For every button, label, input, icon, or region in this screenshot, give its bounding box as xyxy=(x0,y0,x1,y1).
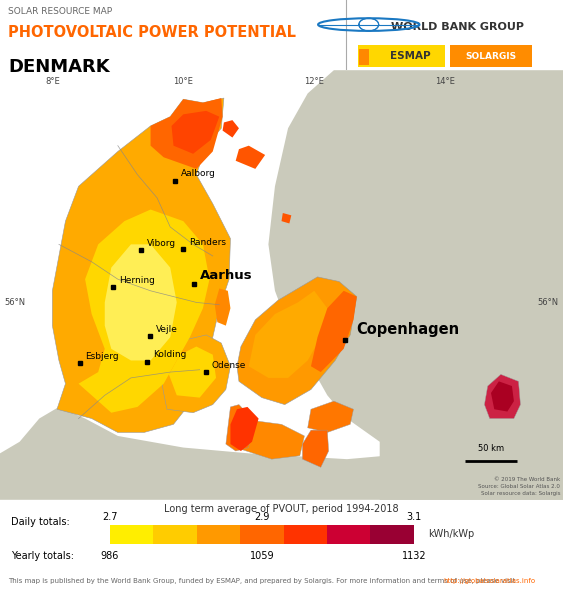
Text: 10°E: 10°E xyxy=(173,77,193,86)
Text: Kolding: Kolding xyxy=(153,350,186,359)
Text: Yearly totals:: Yearly totals: xyxy=(11,551,74,561)
Text: 8°E: 8°E xyxy=(45,77,60,86)
Text: 12°E: 12°E xyxy=(304,77,324,86)
Text: WORLD BANK GROUP: WORLD BANK GROUP xyxy=(391,22,524,32)
Polygon shape xyxy=(236,421,305,459)
Bar xyxy=(359,49,369,65)
Text: 986: 986 xyxy=(101,551,119,561)
Text: Odense: Odense xyxy=(212,361,246,370)
Text: 3.1: 3.1 xyxy=(406,512,422,522)
Text: 1059: 1059 xyxy=(249,551,274,561)
Polygon shape xyxy=(172,111,220,154)
Text: Esbjerg: Esbjerg xyxy=(86,352,119,361)
Text: 2.7: 2.7 xyxy=(102,512,118,522)
FancyBboxPatch shape xyxy=(358,45,445,67)
Polygon shape xyxy=(236,146,265,169)
Polygon shape xyxy=(491,382,514,412)
Polygon shape xyxy=(308,401,354,433)
Text: Copenhagen: Copenhagen xyxy=(356,322,459,337)
Text: Vejle: Vejle xyxy=(156,325,178,334)
Polygon shape xyxy=(150,98,222,169)
Polygon shape xyxy=(79,209,209,413)
Bar xyxy=(153,524,196,544)
Polygon shape xyxy=(302,430,329,467)
Text: SOLAR RESOURCE MAP: SOLAR RESOURCE MAP xyxy=(8,7,113,16)
Bar xyxy=(240,524,284,544)
Text: Aarhus: Aarhus xyxy=(200,269,252,281)
Polygon shape xyxy=(0,407,563,500)
Text: http://globalsolaratlas.info: http://globalsolaratlas.info xyxy=(443,578,535,584)
Text: kWh/kWp: kWh/kWp xyxy=(428,529,474,539)
Bar xyxy=(110,524,153,544)
Text: DENMARK: DENMARK xyxy=(8,58,110,76)
Polygon shape xyxy=(269,70,563,500)
Polygon shape xyxy=(160,335,230,413)
Polygon shape xyxy=(169,347,216,398)
Text: Randers: Randers xyxy=(189,238,226,247)
Polygon shape xyxy=(105,244,177,361)
Text: 14°E: 14°E xyxy=(435,77,455,86)
Bar xyxy=(327,524,370,544)
Text: Long term average of PVOUT, period 1994-2018: Long term average of PVOUT, period 1994-… xyxy=(164,505,399,514)
Polygon shape xyxy=(484,374,520,419)
Text: 56°N: 56°N xyxy=(537,298,558,307)
Bar xyxy=(370,524,414,544)
Text: PHOTOVOLTAIC POWER POTENTIAL: PHOTOVOLTAIC POWER POTENTIAL xyxy=(8,25,297,40)
Text: Herning: Herning xyxy=(119,276,155,285)
Text: 56°N: 56°N xyxy=(5,298,26,307)
Polygon shape xyxy=(230,407,258,451)
Text: Viborg: Viborg xyxy=(147,239,176,248)
Polygon shape xyxy=(237,277,357,404)
Bar xyxy=(284,524,327,544)
Text: SOLARGIS: SOLARGIS xyxy=(466,52,517,61)
Bar xyxy=(196,524,240,544)
Text: ESMAP: ESMAP xyxy=(390,51,430,61)
Polygon shape xyxy=(222,120,239,137)
Polygon shape xyxy=(311,291,357,372)
Polygon shape xyxy=(226,404,252,451)
Polygon shape xyxy=(52,98,230,433)
Text: © 2019 The World Bank
Source: Global Solar Atlas 2.0
Solar resource data: Solarg: © 2019 The World Bank Source: Global Sol… xyxy=(479,478,560,496)
Text: 1132: 1132 xyxy=(401,551,426,561)
Polygon shape xyxy=(249,291,327,378)
Polygon shape xyxy=(282,213,291,223)
Text: Aalborg: Aalborg xyxy=(181,169,216,178)
Text: 50 km: 50 km xyxy=(478,444,504,453)
Text: This map is published by the World Bank Group, funded by ESMAP, and prepared by : This map is published by the World Bank … xyxy=(8,578,518,584)
Text: 2.9: 2.9 xyxy=(254,512,270,522)
Text: Daily totals:: Daily totals: xyxy=(11,517,70,527)
FancyBboxPatch shape xyxy=(450,45,532,67)
Polygon shape xyxy=(215,289,230,326)
